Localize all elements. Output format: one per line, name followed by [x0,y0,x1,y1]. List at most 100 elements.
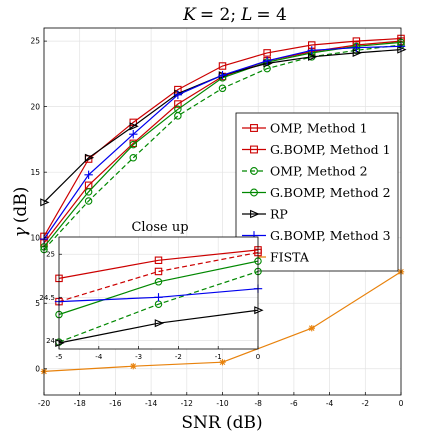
main-point-fista [308,324,315,332]
inset-plot: -5 -4 -3 -2 -1 0 24 24.5 25 [39,236,264,361]
main-point-g-bomp-method-2 [174,105,182,114]
inset-x-tick-label: -2 [175,353,182,361]
legend-label: OMP, Method 2 [270,164,368,179]
main-x-tick-label: -14 [145,399,157,408]
inset-ticks: -5 -4 -3 -2 -1 0 24 24.5 25 [39,251,260,361]
legend-swatch-marker [250,209,260,219]
inset-y-tick-label: 24.5 [39,294,55,302]
main-line-omp-method-2 [43,44,402,250]
main-y-tick-label: 0 [35,364,40,373]
legend-label: FISTA [270,250,310,265]
main-y-tick-label: 10 [30,233,40,242]
inset-point-g-bomp-method-3 [154,293,163,302]
inset-point-rp [154,319,165,328]
main-point-g-bomp-method-2 [84,188,93,196]
main-point-g-bomp-method-3 [262,56,272,65]
legend-swatch-marker [250,167,258,175]
y-axis-label: γ (dB) [11,187,31,238]
inset-x-tick-label: -3 [135,353,142,361]
main-point-omp-method-2 [84,197,93,205]
main-point-omp-method-2 [174,112,182,120]
main-point-rp [40,198,50,207]
legend-item-g-bomp-method-3: G.BOMP, Method 3 [242,228,391,243]
main-x-tick-label: -12 [181,399,193,408]
main-point-rp [84,153,95,162]
main-point-omp-method-2 [129,154,138,162]
y-axis-unit: (dB) [11,187,31,224]
y-axis-symbol: γ [11,226,31,237]
main-point-g-bomp-method-3 [173,90,183,100]
main-point-fista [130,362,137,370]
main-x-tick-label: -2 [362,399,370,408]
inset-line-rp [58,309,259,344]
inset-title: Close up [131,220,188,235]
chart-title: K = 2; L = 4 [182,5,287,25]
main-x-tick-label: -18 [74,399,86,408]
inset-point-g-bomp-method-2 [154,278,163,286]
legend-item-omp-method-2: OMP, Method 2 [242,164,368,179]
legend-label: RP [270,207,288,222]
main-point-g-bomp-method-3 [352,43,361,52]
main-x-tick-label: -20 [38,399,50,408]
title-k-val: = 2; [200,5,236,25]
main-series [39,34,407,375]
legend-item-rp: RP [242,207,288,222]
main-y-tick-label: 5 [35,299,40,308]
inset-point-omp-method-1 [154,267,163,276]
main-y-tick-label: 20 [30,102,40,111]
inset-y-tick-label: 25 [46,251,55,259]
title-k-var: K [182,5,197,25]
inset-x-tick-label: 0 [256,353,260,361]
main-point-g-bomp-method-1 [218,62,227,70]
main-x-tick-label: -16 [109,399,121,408]
legend-label: OMP, Method 1 [270,121,368,136]
legend-swatch-marker [250,188,258,197]
main-point-g-bomp-method-1 [263,49,271,57]
main-x-tick-label: -4 [326,399,334,408]
legend-item-g-bomp-method-1: G.BOMP, Method 1 [242,142,391,157]
inset-x-tick-label: -5 [56,353,63,361]
main-point-g-bomp-method-1 [129,118,138,127]
legend-item-omp-method-1: OMP, Method 1 [242,121,368,136]
inset-x-tick-label: -4 [95,353,103,361]
main-point-g-bomp-method-3 [307,46,316,55]
main-point-fista [219,359,226,366]
main-x-tick-label: -6 [290,399,298,408]
legend-item-g-bomp-method-2: G.BOMP, Method 2 [242,185,391,200]
main-y-tick-label: 15 [30,168,40,177]
main-series-g-bomp-method-3 [39,42,406,244]
main-point-omp-method-1 [174,100,182,108]
main-point-rp [307,52,318,61]
legend: OMP, Method 1 G.BOMP, Method 1 OMP, Method… [235,112,399,272]
main-x-tick-label: 0 [399,399,404,408]
inset-line-g-bomp-method-1 [58,249,259,279]
inset-y-tick-label: 24 [46,337,55,345]
legend-label: G.BOMP, Method 1 [270,142,391,157]
main-x-tick-label: -8 [254,399,262,408]
main-point-g-bomp-method-2 [129,140,138,149]
legend-swatch-marker [250,124,258,132]
inset-point-rp [55,338,65,348]
inset-line-g-bomp-method-2 [58,260,259,316]
legend-label: G.BOMP, Method 3 [270,228,391,243]
main-point-omp-method-2 [218,84,227,93]
inset-point-rp [254,306,264,315]
inset-frame [58,236,259,350]
main-point-rp [129,122,139,131]
title-l-val: = 4 [256,5,286,25]
inset-line-omp-method-1 [58,251,259,303]
title-l-var: L [240,5,252,25]
legend-label: G.BOMP, Method 2 [270,185,391,200]
inset-line-omp-method-2 [58,270,259,343]
inset-series-rp [55,306,264,348]
main-point-g-bomp-method-3 [84,170,93,179]
inset-point-g-bomp-method-1 [154,256,163,265]
legend-swatch-marker [250,145,258,154]
x-axis-label: SNR (dB) [181,413,262,433]
main-point-g-bomp-method-3 [129,129,138,139]
main-point-g-bomp-method-3 [218,70,227,80]
main-x-tick-label: -10 [216,399,228,408]
inset-x-tick-label: -1 [215,353,222,361]
